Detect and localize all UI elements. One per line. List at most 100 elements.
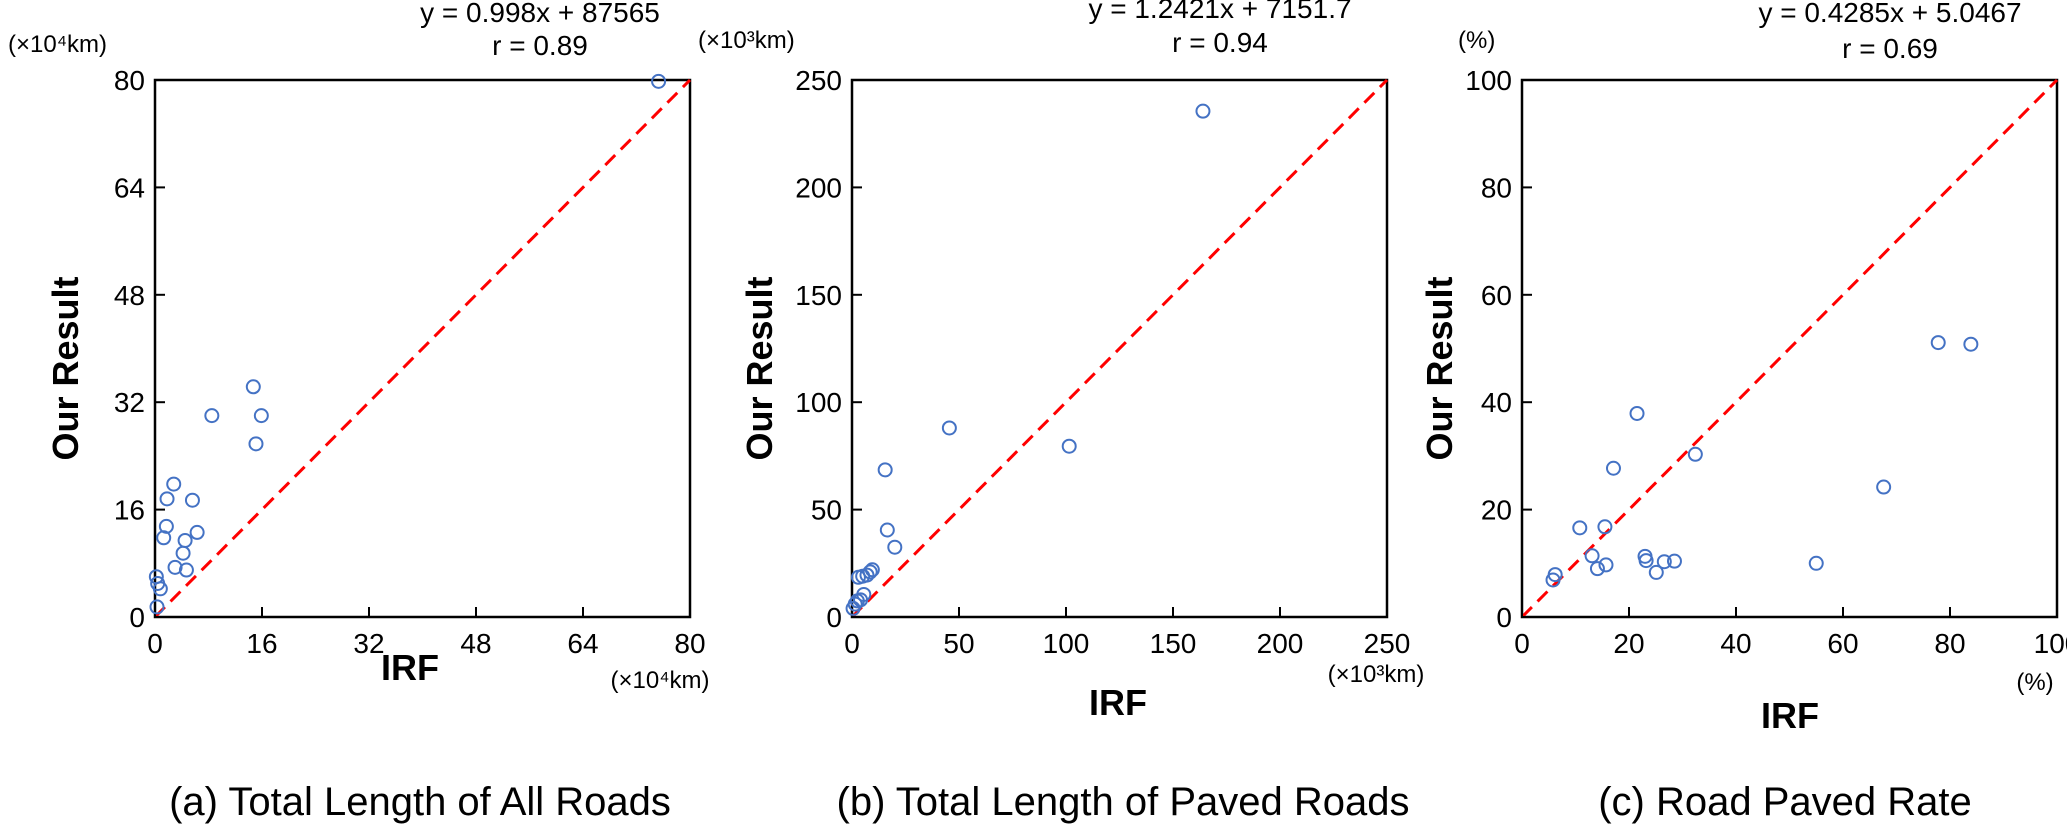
data-point [1930, 335, 1946, 351]
x-tick-label: 100 [2034, 628, 2067, 659]
data-point [204, 408, 220, 424]
x-tick-label: 150 [1150, 628, 1197, 659]
chart-panel-1: 0 16 32 48 64 80 0 16 32 48 64 80 y = 0.998x + 87565… [8, 0, 710, 824]
reference-line-y-equals-x [850, 78, 1389, 619]
data-point [1656, 554, 1672, 570]
chart-caption: (c) Road Paved Rate [1598, 780, 1972, 824]
data-point [1572, 520, 1588, 536]
chart-panel-2: 0 50 100 150 200 250 0 50 100 150 200 250 y = 1.2421… [698, 0, 1424, 824]
data-point [1638, 553, 1654, 569]
data-point [1629, 405, 1645, 421]
data-point [152, 581, 168, 597]
y-tick-label: 0 [826, 602, 842, 633]
plot-frame [153, 78, 692, 619]
data-point [1195, 103, 1211, 119]
data-point [879, 522, 895, 538]
data-point [166, 476, 182, 492]
x-tick-label: 20 [1613, 628, 1644, 659]
data-point [877, 462, 893, 478]
regression-equation: y = 0.4285x + 5.0467 [1758, 0, 2021, 28]
y-tick-label: 20 [1481, 495, 1512, 526]
chart-panel-3: 0 20 40 60 80 100 0 20 40 60 80 100 y = 0.4285x + 5.… [1419, 0, 2067, 824]
x-tick-label: 0 [147, 628, 163, 659]
y-tick-label: 100 [1465, 65, 1512, 96]
data-point [887, 539, 903, 555]
x-tick-label: 0 [1514, 628, 1530, 659]
reference-line-y-equals-x [153, 78, 692, 619]
chart-caption: (a) Total Length of All Roads [169, 780, 671, 824]
correlation-coefficient: r = 0.89 [492, 30, 588, 61]
y-axis-unit: (×10⁴km) [8, 31, 107, 58]
correlation-coefficient: r = 0.69 [1842, 33, 1938, 64]
y-tick-label: 40 [1481, 387, 1512, 418]
y-tick-label: 50 [811, 495, 842, 526]
data-point [159, 491, 175, 507]
y-axis-unit: (%) [1458, 27, 1495, 54]
data-point [1963, 336, 1979, 352]
y-tick-label: 80 [1481, 172, 1512, 203]
y-tick-label: 250 [795, 65, 842, 96]
y-tick-label: 200 [795, 172, 842, 203]
x-tick-label: 64 [567, 628, 598, 659]
y-tick-label: 48 [114, 280, 145, 311]
x-tick-label: 16 [246, 628, 277, 659]
y-tick-label: 16 [114, 495, 145, 526]
x-tick-label: 60 [1827, 628, 1858, 659]
x-tick-label: 80 [674, 628, 705, 659]
data-point [1648, 564, 1664, 580]
y-tick-label: 0 [1496, 602, 1512, 633]
data-point [1061, 438, 1077, 454]
x-axis-label: IRF [1089, 682, 1147, 723]
data-point [177, 532, 193, 548]
y-tick-label: 64 [114, 172, 145, 203]
data-point [1547, 567, 1563, 583]
data-point [862, 564, 878, 580]
data-point [1876, 479, 1892, 495]
data-point [651, 73, 667, 89]
y-tick-label: 80 [114, 65, 145, 96]
chart-caption: (b) Total Length of Paved Roads [837, 780, 1410, 824]
correlation-coefficient: r = 0.94 [1172, 27, 1268, 58]
x-tick-label: 100 [1043, 628, 1090, 659]
data-point [864, 562, 880, 578]
x-tick-label: 50 [943, 628, 974, 659]
plot-frame [1520, 78, 2059, 619]
data-point [1808, 555, 1824, 571]
y-tick-label: 100 [795, 387, 842, 418]
reference-line-y-equals-x [1520, 78, 2059, 619]
data-point [941, 420, 957, 436]
y-axis-label: Our Result [45, 276, 86, 460]
x-tick-label: 200 [1257, 628, 1304, 659]
y-tick-label: 60 [1481, 280, 1512, 311]
y-tick-label: 0 [129, 602, 145, 633]
x-tick-label: 40 [1720, 628, 1751, 659]
data-point [158, 518, 174, 534]
data-point [184, 492, 200, 508]
data-point [1597, 519, 1613, 535]
x-axis-unit: (×10³km) [1328, 661, 1425, 688]
y-axis-unit: (×10³km) [698, 27, 795, 54]
plot-frame [850, 78, 1389, 619]
x-tick-label: 0 [844, 628, 860, 659]
y-axis-label: Our Result [1419, 276, 1460, 460]
data-point [1666, 553, 1682, 569]
data-point [189, 524, 205, 540]
data-point [1687, 446, 1703, 462]
data-point [149, 599, 165, 615]
data-point [178, 562, 194, 578]
data-point [1589, 561, 1605, 577]
y-axis-label: Our Result [739, 276, 780, 460]
x-axis-unit: (%) [2016, 669, 2053, 696]
x-axis-unit: (×10⁴km) [611, 667, 710, 694]
y-tick-label: 150 [795, 280, 842, 311]
data-point [856, 586, 872, 602]
data-point [248, 436, 264, 452]
data-point [1598, 557, 1614, 573]
data-point [175, 545, 191, 561]
data-point [245, 379, 261, 395]
regression-equation: y = 1.2421x + 7151.7 [1088, 0, 1351, 24]
data-point [859, 567, 875, 583]
x-tick-label: 48 [460, 628, 491, 659]
data-point [1605, 460, 1621, 476]
